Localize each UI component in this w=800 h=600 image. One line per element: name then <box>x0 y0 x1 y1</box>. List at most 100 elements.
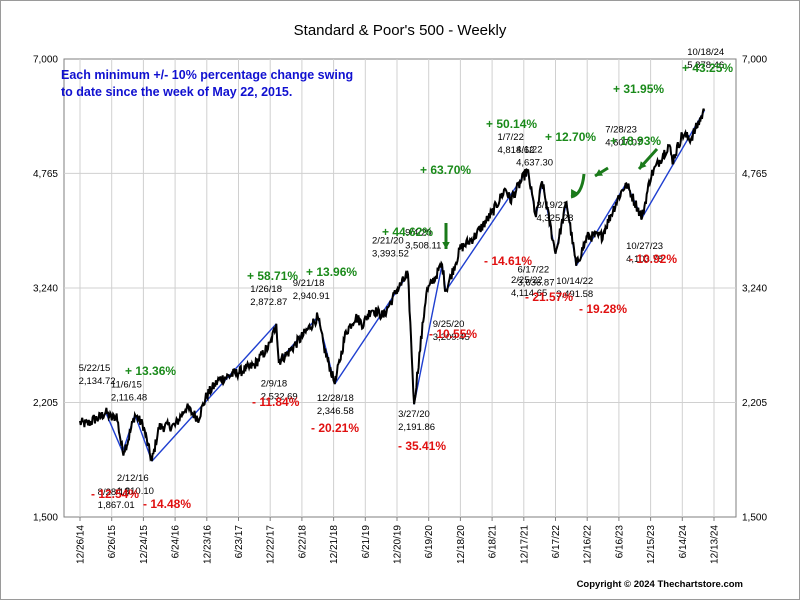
swing-value-label: 2,346.58 <box>317 406 354 417</box>
swing-date-label: 10/18/24 <box>687 47 724 58</box>
swing-value-label: 3,209.45 <box>433 332 470 343</box>
y-axis-left: 1,500 2,205 3,240 4,765 7,000 <box>33 55 58 524</box>
swing-value-label: 3,508.11 <box>405 240 441 251</box>
swing-value-label: 2,116.48 <box>111 393 147 404</box>
y-tick-label-right: 4,765 <box>742 169 767 180</box>
x-tick-label: 12/23/16 <box>202 525 213 564</box>
x-tick-label: 6/22/18 <box>297 525 308 559</box>
x-tick-label: 12/13/24 <box>710 525 721 564</box>
percent-change-label: - 14.61% <box>484 254 532 268</box>
swing-date-label: 8/19/22 <box>536 200 568 211</box>
x-tick-label: 6/16/23 <box>614 525 625 559</box>
swing-value-label: 2,940.91 <box>293 291 330 302</box>
swing-date-label: 1/26/18 <box>250 284 282 295</box>
x-tick-label: 6/18/21 <box>488 525 499 559</box>
swing-value-label: 2,134.72 <box>79 376 116 387</box>
swing-date-label: 1/7/22 <box>497 132 523 143</box>
swing-date-label: 12/28/18 <box>317 393 354 404</box>
swing-value-label: 1,810.10 <box>117 486 154 497</box>
percent-change-label: - 20.21% <box>311 421 359 435</box>
swing-date-label: 2/21/20 <box>372 235 404 246</box>
price-line-series <box>79 108 706 462</box>
swing-date-label: 2/12/16 <box>117 473 149 484</box>
swing-value-label: 4,103.78 <box>626 254 663 265</box>
percent-change-label: + 58.71% <box>247 269 298 283</box>
percent-change-label: + 43.25% <box>682 61 733 75</box>
swing-value-label: 4,607.07 <box>605 137 642 148</box>
x-tick-label: 12/17/21 <box>519 525 530 564</box>
y-tick-label-right: 2,205 <box>742 398 767 409</box>
percent-change-label: + 44.62% <box>382 225 433 239</box>
x-tick-label: 6/23/17 <box>234 525 245 559</box>
copyright-text: Copyright © 2024 Thechartstore.com <box>577 579 743 590</box>
swing-date-label: 9/21/18 <box>293 278 325 289</box>
swing-date-label: 2/9/18 <box>261 378 287 389</box>
y-tick-label-right: 3,240 <box>742 284 767 295</box>
arrow-head <box>442 242 450 249</box>
arrows <box>442 147 659 249</box>
arrow-head <box>639 161 647 169</box>
percent-change-label: - 12.54% <box>91 487 139 501</box>
x-tick-label: 6/19/20 <box>424 525 435 559</box>
percent-change-label: - 19.28% <box>579 302 627 316</box>
y-tick-label-left: 1,500 <box>33 513 58 524</box>
note-line-2: to date since the week of May 22, 2015. <box>61 85 292 99</box>
swing-value-label: 2,872.87 <box>250 297 287 308</box>
swing-date-label: 9/25/20 <box>433 319 465 330</box>
percent-change-label: + 12.70% <box>545 130 596 144</box>
x-tick-label: 6/24/16 <box>171 525 182 559</box>
swing-date-label: 10/27/23 <box>626 241 663 252</box>
arrow-head <box>571 189 578 197</box>
swing-value-label: 5,878.46 <box>687 60 724 71</box>
y-tick-label-left: 4,765 <box>33 169 58 180</box>
swing-date-label: 8/28/15 <box>98 487 130 498</box>
note-line-1: Each minimum +/- 10% percentage change s… <box>61 68 353 82</box>
swing-value-label: 3,636.87 <box>518 278 555 289</box>
swing-value-label: 1,867.01 <box>98 500 135 511</box>
y-tick-label-left: 7,000 <box>33 55 58 66</box>
swing-trend-line <box>413 264 443 405</box>
y-axis-right: 1,500 2,205 3,240 4,765 7,000 <box>742 55 767 524</box>
grid-layer <box>64 59 736 517</box>
swing-trend-line <box>445 169 529 292</box>
percent-change-label: + 13.36% <box>125 364 176 378</box>
swing-date-label: 2/25/22 <box>511 275 543 286</box>
x-tick-label: 6/14/24 <box>678 525 689 559</box>
percent-change-label: + 50.14% <box>486 117 537 131</box>
x-tick-label: 12/15/23 <box>646 525 657 564</box>
x-tick-label: 12/21/18 <box>329 525 340 564</box>
percent-change-label: - 10.55% <box>429 327 477 341</box>
swing-date-label: 6/17/22 <box>518 265 550 276</box>
swing-value-label: 4,637.30 <box>516 157 553 168</box>
y-tick-label-right: 1,500 <box>742 513 767 524</box>
percent-change-label: + 13.96% <box>306 265 357 279</box>
swing-date-label: 5/22/15 <box>79 363 111 374</box>
swing-value-label: 4,325.28 <box>536 213 573 224</box>
percent-change-label: - 14.48% <box>143 497 191 511</box>
swing-value-label: 4,818.62 <box>497 145 534 156</box>
percent-change-label: - 10.92% <box>629 252 677 266</box>
swing-value-label: 2,191.86 <box>398 422 435 433</box>
percent-change-label: - 21.57% <box>525 290 573 304</box>
percent-change-label: + 63.70% <box>420 163 471 177</box>
y-tick-label-left: 3,240 <box>33 284 58 295</box>
percent-change-label: - 35.41% <box>398 439 446 453</box>
x-axis: 12/26/14 6/26/15 12/24/15 6/24/16 12/23/16 6/… <box>76 517 721 564</box>
y-tick-label-right: 7,000 <box>742 55 767 66</box>
swing-date-label: 9/4/20 <box>405 227 431 238</box>
x-tick-label: 12/22/17 <box>266 525 277 564</box>
swing-date-label: 7/28/23 <box>605 124 637 135</box>
swing-value-label: 4,114.65 <box>511 288 547 299</box>
x-tick-label: 12/18/20 <box>456 525 467 564</box>
swing-value-label: 3,393.52 <box>372 248 409 259</box>
swing-date-label: 10/14/22 <box>556 276 593 287</box>
x-tick-label: 6/17/22 <box>551 525 562 559</box>
y-tick-label-left: 2,205 <box>33 398 58 409</box>
x-tick-label: 6/21/19 <box>361 525 372 559</box>
x-tick-label: 12/20/19 <box>393 525 404 564</box>
swing-date-label: 3/27/20 <box>398 409 430 420</box>
arrow-head <box>595 169 603 176</box>
x-tick-label: 12/24/15 <box>139 525 150 564</box>
